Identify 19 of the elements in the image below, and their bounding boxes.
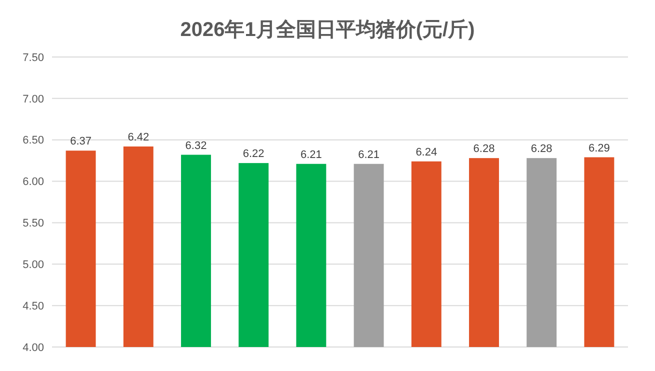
data-label: 6.28	[530, 143, 552, 156]
data-label: 6.21	[358, 148, 380, 161]
y-tick-label: 6.50	[22, 134, 44, 147]
data-label: 6.42	[128, 131, 150, 144]
y-tick-label: 5.00	[22, 258, 44, 271]
y-tick-label: 7.50	[22, 52, 44, 64]
data-label: 6.24	[416, 146, 438, 158]
data-label: 6.32	[185, 140, 207, 152]
y-tick-label: 4.50	[22, 300, 44, 312]
data-label: 6.22	[242, 148, 264, 160]
y-tick-label: 7.00	[22, 93, 44, 106]
data-label: 6.29	[588, 142, 610, 154]
y-tick-label: 5.50	[22, 218, 44, 230]
y-tick-label: 6.00	[22, 176, 44, 188]
data-label: 6.21	[300, 148, 322, 161]
data-label: 6.28	[473, 143, 495, 156]
y-tick-label: 4.00	[22, 342, 44, 354]
data-label: 6.37	[70, 136, 92, 148]
chart-title: 2026年1月全国日平均猪价(元/斤)	[180, 18, 475, 41]
